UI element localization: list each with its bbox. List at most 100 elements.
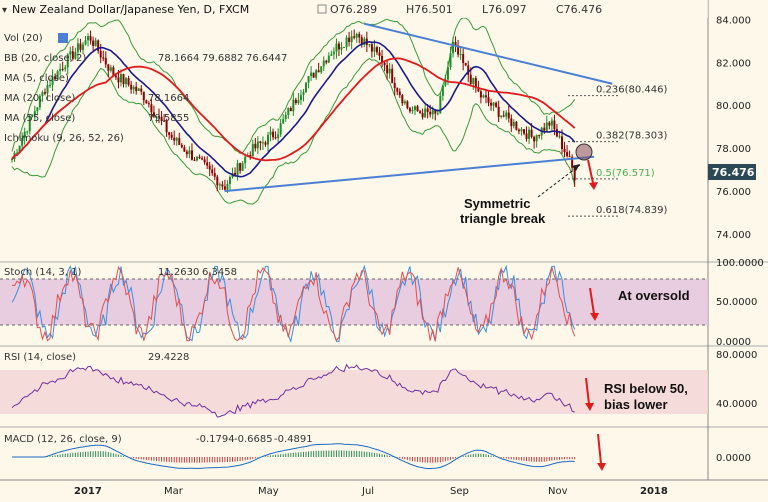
candle-body: [208, 165, 211, 170]
ohlc-low: L76.097: [482, 3, 527, 16]
ichimoku-label[interactable]: Ichimoku (9, 26, 52, 26): [4, 133, 124, 144]
candle-body: [216, 176, 219, 186]
ma5-label[interactable]: MA (5, close): [4, 73, 69, 84]
collapse-icon[interactable]: ▾: [2, 5, 7, 16]
candle-body: [36, 107, 39, 112]
price-badge-text: 76.476: [712, 166, 755, 179]
candle-body: [74, 52, 77, 59]
candle-body: [249, 155, 252, 157]
time-tick-label: May: [258, 486, 279, 497]
candle-body: [429, 111, 432, 115]
candle-body: [353, 36, 356, 38]
moving-averages: [11, 40, 576, 178]
stoch-lines: [11, 264, 576, 344]
vol-label[interactable]: Vol (20): [4, 33, 43, 44]
candle-body: [424, 108, 427, 118]
rsi-label[interactable]: RSI (14, close): [4, 352, 76, 363]
candle-body: [125, 78, 128, 85]
candle-body: [84, 40, 87, 45]
ma55-label[interactable]: MA (55, close): [4, 113, 75, 124]
ma20-label[interactable]: MA (20, close): [4, 93, 75, 104]
candle-body: [441, 85, 444, 96]
candle-body: [350, 36, 353, 42]
candle-body: [218, 184, 221, 186]
price-badge: [708, 164, 756, 180]
candle-body: [109, 67, 112, 71]
candle-body: [56, 71, 59, 80]
stoch-k-line: [11, 264, 576, 344]
candle-body: [66, 54, 69, 68]
candle-body: [127, 78, 130, 85]
candle-body: [193, 159, 196, 161]
candle-body: [337, 43, 340, 50]
candle-body: [522, 129, 525, 134]
candle-body: [41, 92, 44, 97]
candle-body: [358, 33, 361, 38]
stoch-d-value: 6.3458: [202, 267, 237, 278]
bb-value-2: 79.6882: [202, 53, 243, 64]
candle-body: [457, 45, 460, 55]
candle-body: [525, 133, 528, 139]
candle-body: [175, 138, 178, 141]
candle-body: [327, 55, 330, 63]
candle-body: [198, 156, 201, 159]
candle-body: [561, 136, 564, 150]
candle-body: [363, 38, 366, 45]
candle-body: [188, 150, 191, 155]
macd-tick-label: 0.0000: [716, 453, 751, 464]
candle-body: [241, 163, 244, 171]
ma55-line: [11, 57, 576, 162]
candle-body: [305, 82, 308, 93]
candle-body: [81, 44, 84, 50]
down-arrow-icon: [585, 377, 594, 411]
rsi-tick-label: 40.0000: [716, 399, 757, 410]
candle-body: [507, 112, 510, 119]
candle-body: [155, 116, 158, 118]
settings-icon[interactable]: [317, 4, 327, 14]
trendline-upper: [363, 22, 613, 85]
candle-body: [61, 68, 64, 70]
candle-body: [274, 137, 277, 139]
price-tick-label: 76.000: [716, 187, 751, 198]
annotation-pointer-head: [572, 164, 580, 171]
candle-body: [482, 95, 485, 98]
candle-body: [28, 116, 31, 132]
candle-body: [446, 67, 449, 80]
candle-body: [201, 158, 204, 160]
candle-body: [345, 37, 348, 48]
candle-body: [183, 147, 186, 152]
candle-body: [330, 54, 333, 56]
candle-body: [436, 113, 439, 115]
candle-body: [553, 120, 556, 130]
bb-label[interactable]: BB (20, close, 2): [4, 53, 86, 64]
candle-body: [76, 43, 79, 53]
candle-body: [414, 106, 417, 110]
bb-upper: [11, 17, 576, 154]
stoch-label[interactable]: Stoch (14, 3, 1): [4, 267, 81, 278]
candle-body: [272, 131, 275, 138]
candle-body: [533, 136, 536, 142]
price-tick-label: 80.000: [716, 101, 751, 112]
candle-body: [312, 72, 315, 78]
lock-icon[interactable]: [58, 33, 68, 43]
candle-body: [256, 141, 259, 149]
macd-label[interactable]: MACD (12, 26, close, 9): [4, 434, 122, 445]
candle-body: [254, 143, 257, 149]
symbol-title[interactable]: New Zealand Dollar/Japanese Yen, D, FXCM: [12, 3, 249, 16]
candle-body: [310, 72, 313, 77]
down-arrow-icon: [597, 433, 606, 471]
ma20-value: 78.1664: [148, 93, 189, 104]
candle-body: [487, 97, 490, 103]
rsi-band: [0, 370, 708, 414]
candle-body: [388, 68, 391, 74]
trendlines: [224, 22, 613, 193]
candle-body: [16, 152, 19, 154]
candle-body: [145, 100, 148, 104]
candle-body: [26, 131, 29, 133]
candle-body: [46, 85, 49, 94]
ma5-line: [11, 40, 576, 178]
candle-body: [317, 70, 320, 73]
candle-body: [386, 65, 389, 74]
